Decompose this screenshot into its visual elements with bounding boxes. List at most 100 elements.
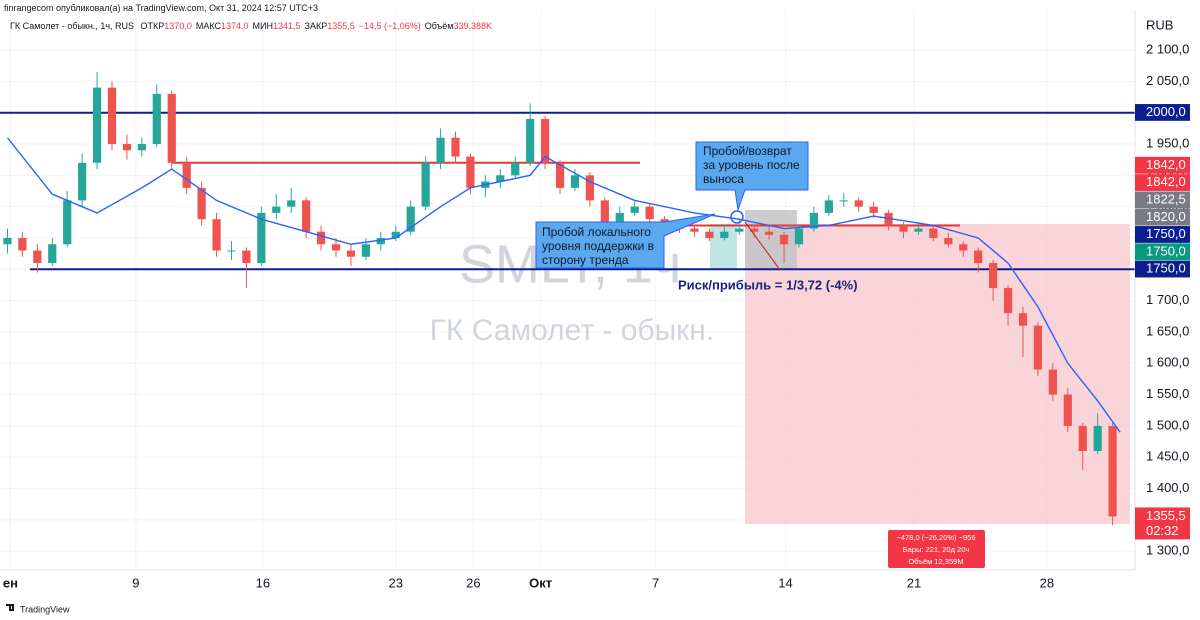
candle-body [212,219,221,251]
marker-circle [730,210,744,224]
candle-body [421,162,430,207]
candle-body [1078,425,1087,451]
candle-body [272,206,281,213]
byline: finrangecom опубликовал(а) на TradingVie… [4,3,319,13]
candle-body [92,87,102,163]
candle-body [63,200,72,245]
price-badge [1135,174,1190,191]
candle-body [750,228,759,232]
callout-text: за уровень после [703,158,800,172]
candle-body [884,212,893,226]
candle-body [794,228,804,245]
candle-body [18,237,27,251]
price-badge [1135,191,1190,209]
ohlc-label: ЗАКР [304,21,328,31]
price-badge-label: 1750,0 [1146,226,1186,241]
legend: ГК Самолет - обыкн., 1ч, RUS ОТКР1370,0 М… [10,21,492,31]
change: −14,5 (−1,06%) [358,21,421,31]
candle-body [944,237,953,245]
candle-body [570,175,580,188]
currency: RUB [1146,17,1173,32]
price-badge [1135,243,1190,261]
candle-body [33,250,42,264]
y-tick-label: 1 700,0 [1146,292,1189,307]
candle-body [1093,425,1102,451]
callout [695,141,809,211]
x-tick-label: 23 [389,575,403,590]
candle-body [914,228,923,232]
candle-body [824,200,833,213]
ohlc-label: МИН [252,21,273,31]
candle-body [615,212,624,226]
candle-body [376,237,385,245]
y-tick-label: 1 300,0 [1146,543,1189,558]
last-price-label: 1355,5 [1146,508,1186,523]
candle-body [197,187,206,220]
candle-body [346,250,356,257]
price-badge [1135,104,1190,121]
candle-body [302,200,311,232]
price-badge [1135,226,1190,243]
watermark: ГК Самолет - обыкн. [430,314,714,347]
candle-body [391,231,400,238]
candle-body [257,212,266,264]
callout-text: уровня поддержки в [542,239,654,253]
candle-body [854,200,863,207]
position-info-text: Объём 12,359M [908,557,963,566]
risk-zone [745,210,797,269]
x-tick-label: 7 [652,575,659,590]
ohlc-label: ОТКР [140,21,165,31]
candle-body [555,162,565,188]
candle-body [406,206,415,232]
position-info-text: −478,0 (−26,20%) −956 [896,533,975,542]
candle-body [899,225,908,232]
ohlc-value: 1370,0 [164,21,192,31]
candle-body [48,244,57,264]
candle-body [630,206,639,213]
candle-body [436,137,445,163]
candle-body [152,93,161,145]
y-tick-label: 2 050,0 [1146,73,1189,88]
price-badge-label: 1822,5 [1146,192,1186,207]
x-tick-label: 26 [466,575,480,590]
candle-body [182,162,191,188]
candle-body [1048,369,1057,395]
y-tick-label: 1 650,0 [1146,323,1189,338]
price-badge [1135,156,1190,174]
candle-body [929,228,938,238]
countdown: 02:32 [1146,523,1179,538]
candle-body [735,228,744,232]
callout-text: сторону тренда [542,253,629,267]
candle-body [361,244,370,257]
candle-body [1033,325,1043,370]
footer: TradingView [20,604,70,614]
last-price-badge [1135,507,1190,540]
y-tick-label: 1 500,0 [1146,417,1189,432]
callout [535,213,716,269]
x-tick-label: 21 [907,575,921,590]
ohlc-value: 1341,5 [272,21,301,31]
price-badge [1135,260,1190,278]
ohlc-value: 1355,5 [327,21,355,31]
candle-body [78,162,87,201]
candle-body [765,231,774,235]
position-info [888,530,985,568]
candle-body [242,250,251,264]
position-info-text: Бары: 221, 20д 20ч [903,545,970,554]
price-axis [1135,0,1200,600]
price-badge-label: 1842,0 [1146,157,1186,172]
candle-body [316,231,326,245]
y-tick-label: 2 100,0 [1146,41,1189,56]
x-tick-label: Окт [529,575,552,590]
candle-body [645,206,654,220]
candle-body [122,144,132,151]
price-badge [1135,208,1190,226]
x-tick-label: 16 [256,575,270,590]
candle-body [809,212,819,229]
candle-body [540,118,550,163]
volume-label: Объём [424,21,454,31]
callout-text: Пробой/возврат [703,144,792,158]
marks [0,71,1135,526]
candle-body [287,200,296,207]
